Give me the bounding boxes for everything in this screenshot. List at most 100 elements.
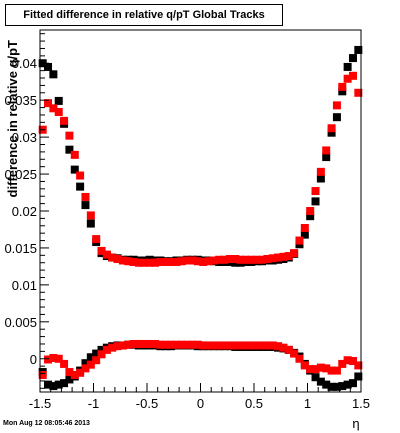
data-point (97, 345, 106, 354)
data-point (338, 382, 347, 391)
y-tick-label: 0.025 (4, 167, 37, 182)
data-point (60, 379, 69, 388)
data-point (252, 341, 261, 350)
data-point (172, 340, 181, 349)
data-point (279, 252, 288, 261)
data-point (44, 62, 53, 71)
data-point (354, 88, 363, 97)
data-point (348, 71, 357, 80)
data-point (311, 373, 320, 382)
data-point (54, 108, 63, 117)
data-point (145, 258, 154, 267)
data-point (129, 339, 138, 348)
data-point (290, 349, 299, 358)
y-tick-label: 0.035 (4, 93, 37, 108)
data-point (54, 354, 63, 363)
data-point (183, 340, 192, 349)
data-point (268, 341, 277, 350)
data-point (247, 341, 256, 350)
data-point (322, 380, 331, 389)
data-point (76, 368, 85, 377)
data-point (86, 353, 95, 362)
data-point (300, 230, 309, 239)
data-point (92, 356, 101, 365)
data-point (86, 211, 95, 220)
data-point (124, 257, 133, 266)
data-point (348, 379, 357, 388)
data-point (54, 380, 63, 389)
data-point (188, 256, 197, 265)
y-axis-label: difference in relative q/pT (5, 40, 20, 198)
y-tick-label: 0.03 (12, 130, 37, 145)
data-point (311, 197, 320, 206)
data-point (102, 345, 111, 354)
data-point (311, 365, 320, 374)
x-axis-label: η (352, 416, 359, 431)
data-point (343, 74, 352, 83)
data-point (209, 256, 218, 265)
data-point (172, 257, 181, 266)
data-point (193, 340, 202, 349)
data-point (44, 99, 53, 108)
data-point (284, 345, 293, 354)
data-point (241, 255, 250, 264)
data-point (348, 356, 357, 365)
data-point (220, 341, 229, 350)
data-point (338, 359, 347, 368)
data-point (300, 223, 309, 232)
data-point (263, 341, 272, 350)
data-point (118, 341, 127, 350)
data-point (188, 340, 197, 349)
data-point (44, 355, 53, 364)
data-point (338, 87, 347, 96)
data-point (284, 252, 293, 261)
data-point (167, 257, 176, 266)
data-point (322, 364, 331, 373)
data-point (343, 380, 352, 389)
data-point (113, 342, 122, 351)
data-point (343, 356, 352, 365)
data-point (65, 368, 74, 377)
data-point (316, 377, 325, 386)
data-point (306, 365, 315, 374)
data-point (108, 343, 117, 352)
data-point (236, 255, 245, 264)
data-point (70, 165, 79, 174)
data-point (145, 339, 154, 348)
data-point (161, 257, 170, 266)
data-point (118, 256, 127, 265)
data-point (327, 124, 336, 133)
data-point (268, 254, 277, 263)
data-point (311, 187, 320, 196)
data-point (316, 174, 325, 183)
data-point (258, 255, 267, 264)
data-point (129, 257, 138, 266)
axis-ticks: -1.5 -1 -0.5 0 0.5 1 1.5 0 0.005 0.01 0.015 0.02 0.0… (4, 33, 370, 411)
y-tick-label: 0.02 (12, 204, 37, 219)
data-point (49, 70, 58, 79)
data-point (247, 255, 256, 264)
data-point (332, 113, 341, 122)
x-tick-label: 0 (197, 396, 204, 411)
data-point (60, 359, 69, 368)
data-point (295, 354, 304, 363)
data-point (151, 258, 160, 267)
data-point (327, 128, 336, 137)
data-point (343, 62, 352, 71)
data-point (92, 235, 101, 244)
data-point (332, 101, 341, 110)
data-point (124, 340, 133, 349)
data-point (81, 359, 90, 368)
y-tick-label: 0.015 (4, 241, 37, 256)
data-point (332, 382, 341, 391)
timestamp: Mon Aug 12 08:05:46 2013 (3, 420, 90, 427)
data-point (134, 339, 143, 348)
data-point (92, 349, 101, 358)
data-point (263, 255, 272, 264)
data-point (241, 341, 250, 350)
data-point (204, 341, 213, 350)
x-tick-label: 1.5 (352, 396, 370, 411)
data-point (322, 146, 331, 155)
data-point (76, 171, 85, 180)
